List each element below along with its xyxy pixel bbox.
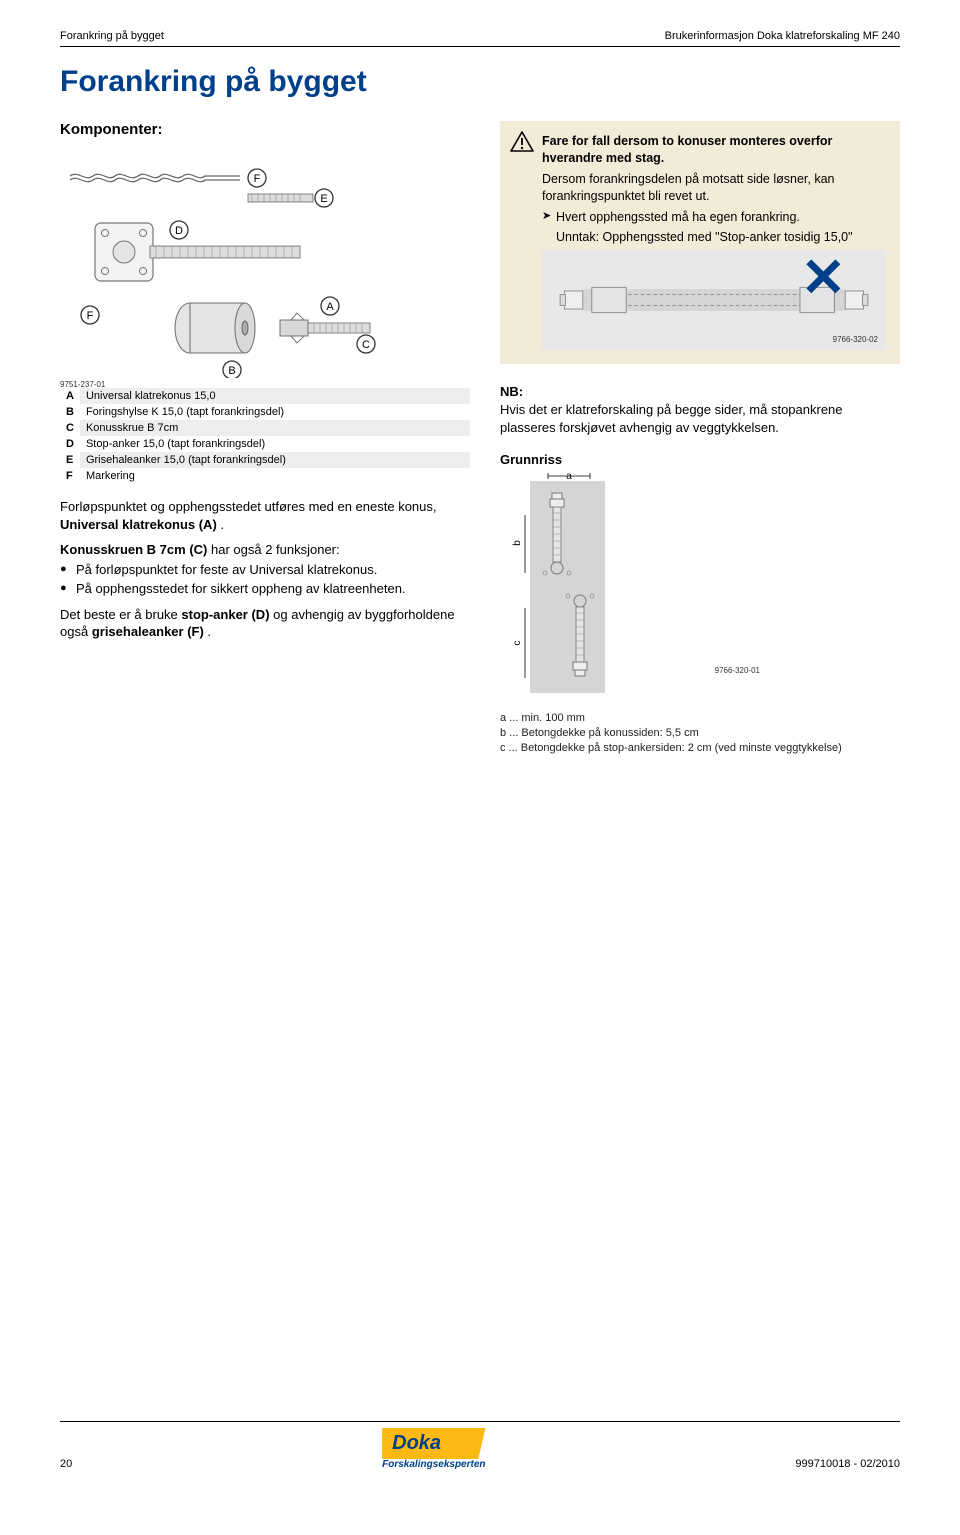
page-title: Forankring på bygget (60, 65, 900, 99)
paragraph-1: Forløpspunktet og opphengsstedet utføres… (60, 498, 470, 533)
part-label: Markering (80, 468, 470, 484)
grunnriss-captions: a ... min. 100 mm b ... Betongdekke på k… (500, 711, 900, 756)
warning-diagram-ref: 9766-320-02 (833, 335, 878, 346)
doka-logo: Doka Forskalingseksperten (382, 1428, 485, 1470)
logo-text: Doka (382, 1428, 485, 1459)
warning-text-3: Hvert opphengssted må ha egen forankring… (542, 209, 886, 226)
page-header: Forankring på bygget Brukerinformasjon D… (60, 30, 900, 47)
label-f2: F (87, 310, 94, 322)
header-left: Forankring på bygget (60, 30, 164, 42)
label-a: A (326, 301, 334, 313)
grunnriss-ref: 9766-320-01 (715, 666, 760, 675)
part-label: Universal klatrekonus 15,0 (80, 388, 470, 404)
diagram1-ref: 9751-237-01 (60, 380, 105, 389)
paragraph-2: Konusskruen B 7cm (C) har også 2 funksjo… (60, 541, 470, 559)
nb-block: NB: Hvis det er klatreforskaling på begg… (500, 384, 900, 436)
nb-text: Hvis det er klatreforskaling på begge si… (500, 401, 900, 436)
table-row: AUniversal klatrekonus 15,0 (60, 388, 470, 404)
header-right: Brukerinformasjon Doka klatreforskaling … (665, 30, 900, 42)
label-b: b (512, 540, 523, 546)
warning-icon (510, 131, 534, 153)
grunnriss-diagram: a b c (500, 473, 760, 703)
document-page: Forankring på bygget Brukerinformasjon D… (0, 0, 960, 1490)
components-svg: F E (60, 148, 470, 378)
left-column: Komponenter: F (60, 121, 470, 756)
table-row: DStop-anker 15,0 (tapt forankringsdel) (60, 436, 470, 452)
caption-b: b ... Betongdekke på konussiden: 5,5 cm (500, 726, 900, 741)
part-key: B (60, 404, 80, 420)
doc-number: 999710018 - 02/2010 (795, 1458, 900, 1470)
part-key: A (60, 388, 80, 404)
warning-text-1: Fare for fall dersom to konuser monteres… (542, 133, 886, 167)
list-item: På forløpspunktet for feste av Universal… (60, 561, 470, 579)
components-diagram: F E (60, 148, 470, 378)
caption-c: c ... Betongdekke på stop-ankersiden: 2 … (500, 741, 900, 756)
label-e: E (320, 193, 327, 205)
table-row: BForingshylse K 15,0 (tapt forankringsde… (60, 404, 470, 420)
part-label: Grisehaleanker 15,0 (tapt forankringsdel… (80, 452, 470, 468)
grunnriss-heading: Grunnriss (500, 452, 900, 467)
logo-tagline: Forskalingseksperten (382, 1459, 485, 1470)
table-row: EGrisehaleanker 15,0 (tapt forankringsde… (60, 452, 470, 468)
table-row: FMarkering (60, 468, 470, 484)
right-column: Fare for fall dersom to konuser monteres… (500, 121, 900, 756)
part-label: Konusskrue B 7cm (80, 420, 470, 436)
content-columns: Komponenter: F (60, 121, 900, 756)
part-label: Foringshylse K 15,0 (tapt forankringsdel… (80, 404, 470, 420)
label-c: c (512, 641, 523, 646)
part-key: C (60, 420, 80, 436)
parts-table: AUniversal klatrekonus 15,0 BForingshyls… (60, 388, 470, 484)
nb-label: NB: (500, 384, 900, 399)
page-number: 20 (60, 1458, 72, 1470)
part-key: D (60, 436, 80, 452)
label-d: D (175, 225, 183, 237)
list-item: På opphengsstedet for sikkert oppheng av… (60, 580, 470, 598)
caption-a: a ... min. 100 mm (500, 711, 900, 726)
warning-box: Fare for fall dersom to konuser monteres… (500, 121, 900, 364)
label-c: C (362, 339, 370, 351)
table-row: CKonusskrue B 7cm (60, 420, 470, 436)
label-a: a (566, 473, 572, 482)
part-key: E (60, 452, 80, 468)
part-key: F (60, 468, 80, 484)
paragraph-3: Det beste er å bruke stop-anker (D) og a… (60, 606, 470, 641)
cross-icon: ✕ (801, 242, 846, 315)
warning-text-2: Dersom forankringsdelen på motsatt side … (542, 171, 886, 205)
label-b: B (228, 365, 235, 377)
part-label: Stop-anker 15,0 (tapt forankringsdel) (80, 436, 470, 452)
components-heading: Komponenter: (60, 121, 470, 138)
bullet-list: På forløpspunktet for feste av Universal… (60, 561, 470, 598)
page-footer: 20 Doka Forskalingseksperten 999710018 -… (60, 1421, 900, 1470)
warning-diagram: ✕ 9766-320-02 (542, 250, 886, 350)
label-f: F (254, 173, 261, 185)
